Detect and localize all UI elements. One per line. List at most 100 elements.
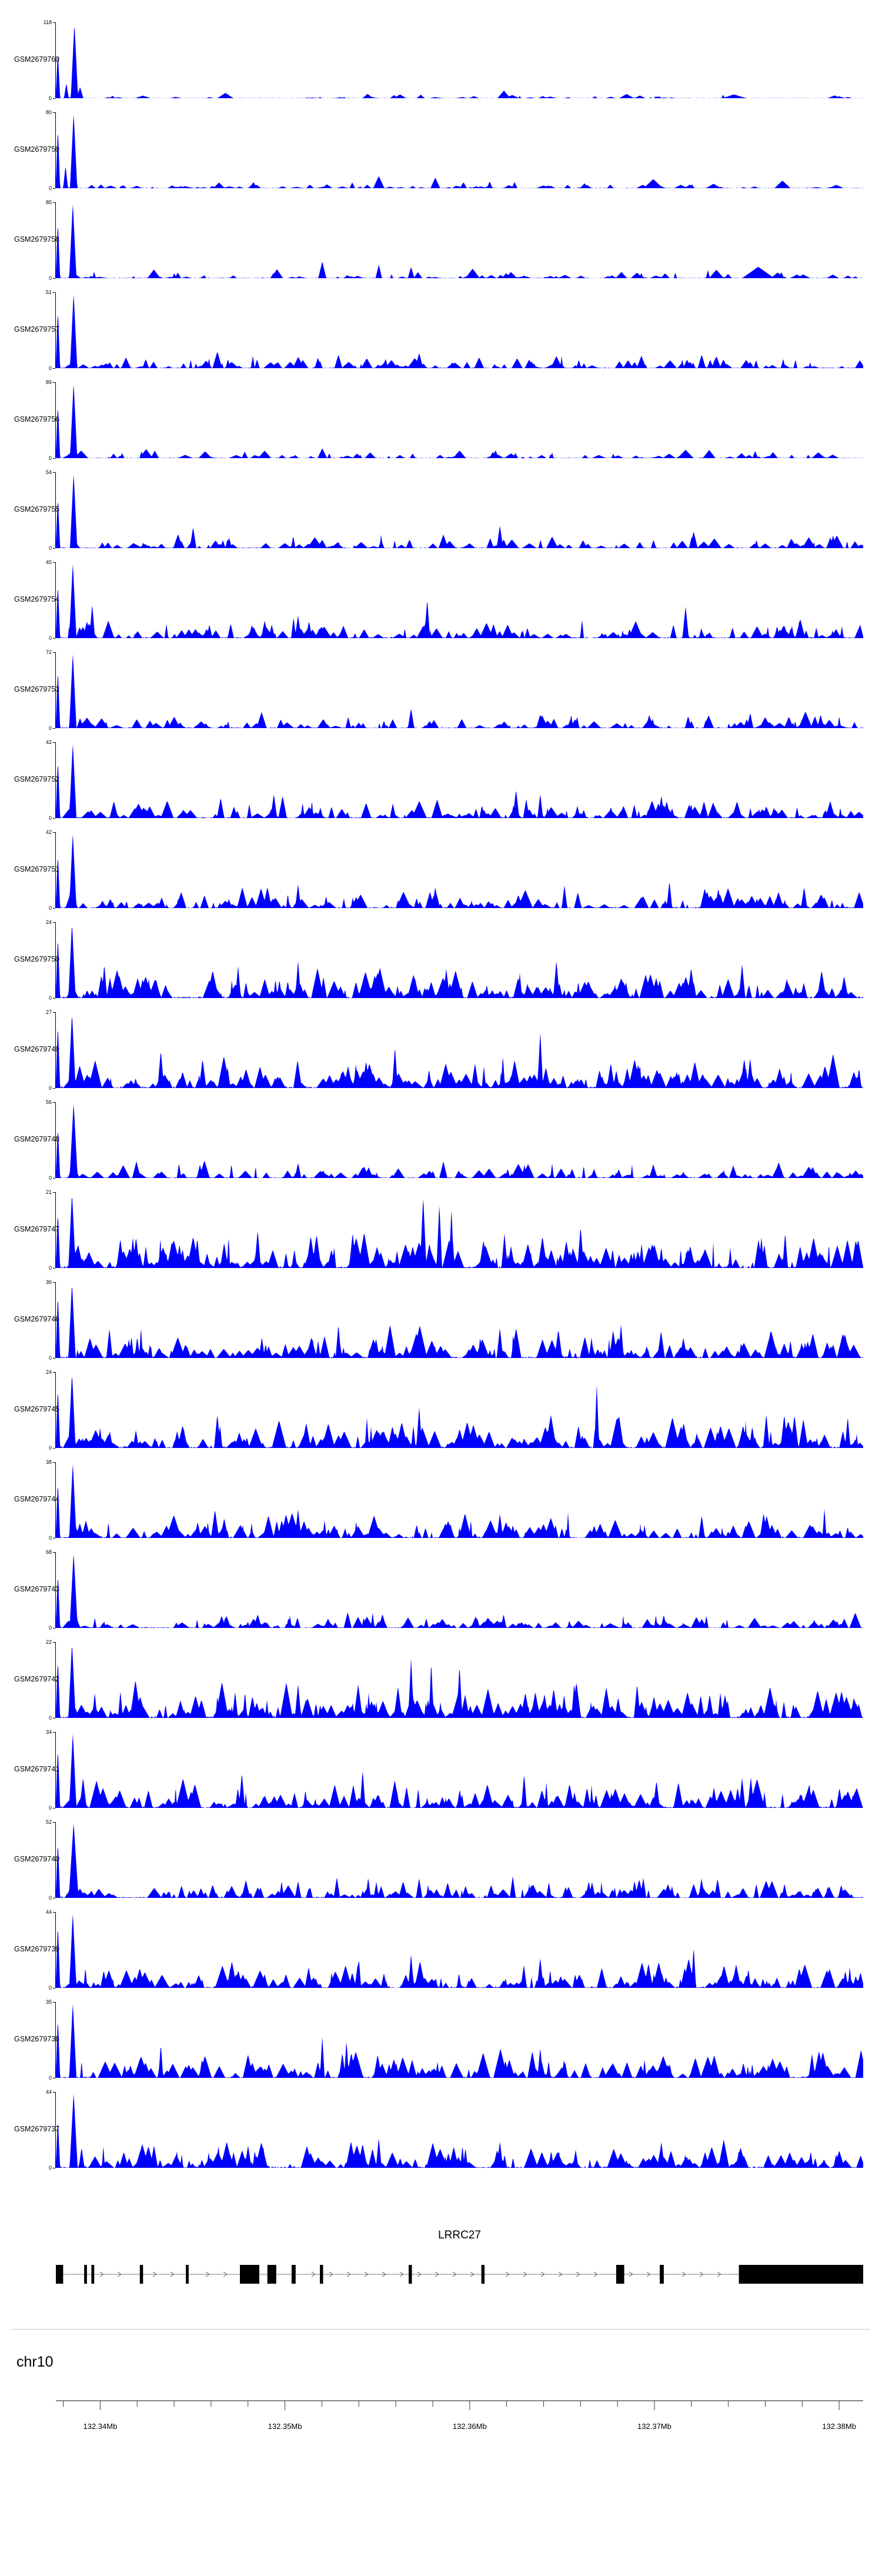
track-y-axis (55, 742, 56, 818)
track-ymax-label: 118 (43, 19, 52, 25)
track-ymax-label: 44 (45, 1909, 52, 1915)
genome-axis-track: 132.34Mb 132.35Mb 132.36Mb 132.37Mb 132.38Mb (56, 2400, 863, 2431)
track-y-tick (53, 382, 55, 383)
coverage-track-GSM2679760: GSM2679760 118 0 (0, 15, 882, 105)
track-y-tick (53, 1462, 55, 1463)
coverage-track-GSM2679748: GSM2679748 56 0 (0, 1095, 882, 1185)
track-y-tick (53, 1282, 55, 1283)
coverage-track-GSM2679759: GSM2679759 80 0 (0, 105, 882, 195)
coverage-signal (56, 1464, 863, 1538)
coverage-track-GSM2679742: GSM2679742 22 0 (0, 1635, 882, 1725)
track-y-tick (53, 1102, 55, 1103)
strand-arrow-icon (452, 2271, 457, 2277)
coverage-track-GSM2679751: GSM2679751 42 0 (0, 825, 882, 915)
strand-arrow-icon (699, 2271, 704, 2277)
exon-box (240, 2265, 259, 2284)
track-ymin-label: 0 (48, 1805, 52, 1811)
track-ymin-label: 0 (48, 1625, 52, 1631)
coverage-signal (56, 1824, 863, 1898)
exon-box (139, 2265, 143, 2284)
track-ymin-label: 0 (48, 1535, 52, 1541)
axis-tick-label: 132.35Mb (268, 2422, 302, 2431)
exon-box (267, 2265, 276, 2284)
coverage-track-GSM2679758: GSM2679758 85 0 (0, 195, 882, 285)
track-y-axis (55, 1282, 56, 1358)
track-ymax-label: 38 (45, 1459, 52, 1465)
exon-box (409, 2265, 412, 2284)
track-ymax-label: 68 (45, 1549, 52, 1555)
strand-arrow-icon (470, 2271, 475, 2277)
track-y-tick (53, 1178, 55, 1179)
track-y-tick (53, 202, 55, 203)
axis-tick-label: 132.36Mb (453, 2422, 487, 2431)
exon-box (320, 2265, 323, 2284)
strand-arrow-icon (329, 2271, 334, 2277)
track-y-tick (53, 188, 55, 189)
track-y-tick (53, 728, 55, 729)
track-label: GSM2679742 (14, 1674, 60, 1683)
track-label: GSM2679760 (14, 55, 60, 64)
track-y-tick (53, 1448, 55, 1449)
track-label: GSM2679759 (14, 145, 60, 154)
coverage-track-GSM2679747: GSM2679747 21 0 (0, 1185, 882, 1275)
track-label: GSM2679738 (14, 2034, 60, 2043)
strand-arrow-icon (311, 2271, 316, 2277)
track-y-tick (53, 292, 55, 293)
coverage-signal (56, 1914, 863, 1988)
track-y-tick (53, 1732, 55, 1733)
track-ymax-label: 56 (45, 1099, 52, 1105)
strand-arrow-icon (558, 2271, 563, 2277)
track-ymax-label: 89 (45, 379, 52, 385)
track-y-axis (55, 832, 56, 908)
track-label: GSM2679750 (14, 955, 60, 963)
coverage-track-GSM2679750: GSM2679750 24 0 (0, 915, 882, 1005)
track-ymax-label: 54 (45, 469, 52, 475)
track-y-tick (53, 922, 55, 923)
track-y-axis (55, 1822, 56, 1898)
track-ymax-label: 42 (45, 829, 52, 835)
track-y-axis (55, 1552, 56, 1628)
track-y-tick (53, 112, 55, 113)
coverage-track-GSM2679739: GSM2679739 44 0 (0, 1905, 882, 1995)
exon-box (186, 2265, 189, 2284)
strand-arrow-icon (223, 2271, 228, 2277)
coverage-track-GSM2679755: GSM2679755 54 0 (0, 465, 882, 555)
track-y-tick (53, 1628, 55, 1629)
coverage-signal (56, 1017, 863, 1088)
track-ymin-label: 0 (48, 905, 52, 911)
strand-arrow-icon (99, 2271, 105, 2277)
track-y-axis (55, 472, 56, 548)
exon-box (739, 2265, 863, 2284)
coverage-signal (56, 1554, 863, 1628)
track-y-axis (55, 1102, 56, 1178)
track-y-tick (53, 1192, 55, 1193)
track-ymin-label: 0 (48, 1895, 52, 1901)
track-y-axis (55, 1732, 56, 1808)
track-y-tick (53, 998, 55, 999)
track-y-tick (53, 1372, 55, 1373)
track-y-axis (55, 202, 56, 278)
coverage-track-GSM2679757: GSM2679757 51 0 (0, 285, 882, 375)
track-label: GSM2679754 (14, 595, 60, 603)
track-y-axis (55, 1912, 56, 1988)
exon-box (616, 2265, 624, 2284)
exon-box (660, 2265, 664, 2284)
strand-arrow-icon (576, 2271, 581, 2277)
track-y-tick (53, 472, 55, 473)
track-y-tick (53, 2002, 55, 2003)
track-ymin-label: 0 (48, 1355, 52, 1361)
coverage-track-GSM2679745: GSM2679745 24 0 (0, 1365, 882, 1455)
strand-arrow-icon (170, 2271, 175, 2277)
axis-tick-label: 132.38Mb (822, 2422, 856, 2431)
track-label: GSM2679753 (14, 685, 60, 693)
track-ymax-label: 24 (45, 919, 52, 925)
track-ymin-label: 0 (48, 1175, 52, 1181)
track-ymax-label: 51 (45, 289, 52, 295)
coverage-signal (56, 1287, 863, 1358)
track-y-axis (55, 1012, 56, 1088)
coverage-signal (56, 654, 863, 728)
coverage-signal (56, 475, 863, 548)
strand-arrow-icon (505, 2271, 510, 2277)
track-label: GSM2679756 (14, 415, 60, 423)
